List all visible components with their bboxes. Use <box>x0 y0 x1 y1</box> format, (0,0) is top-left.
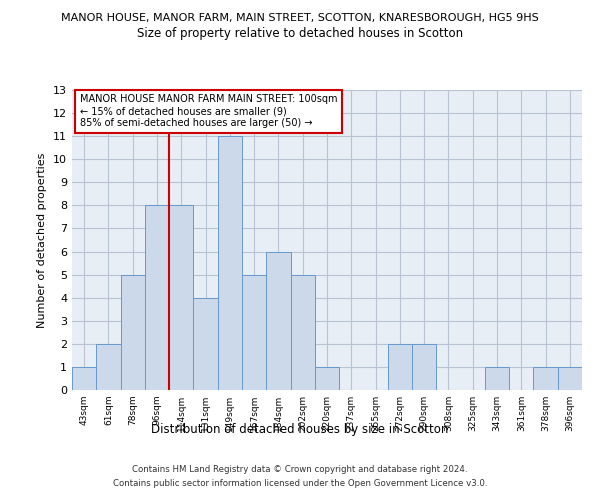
Bar <box>145 206 169 390</box>
Text: MANOR HOUSE, MANOR FARM, MAIN STREET, SCOTTON, KNARESBOROUGH, HG5 9HS: MANOR HOUSE, MANOR FARM, MAIN STREET, SC… <box>61 12 539 22</box>
Bar <box>266 252 290 390</box>
Bar <box>242 274 266 390</box>
Bar <box>72 367 96 390</box>
Bar <box>121 274 145 390</box>
Text: Contains HM Land Registry data © Crown copyright and database right 2024.: Contains HM Land Registry data © Crown c… <box>132 466 468 474</box>
Bar <box>193 298 218 390</box>
Text: Contains public sector information licensed under the Open Government Licence v3: Contains public sector information licen… <box>113 480 487 488</box>
Text: MANOR HOUSE MANOR FARM MAIN STREET: 100sqm
← 15% of detached houses are smaller : MANOR HOUSE MANOR FARM MAIN STREET: 100s… <box>80 94 337 128</box>
Bar <box>485 367 509 390</box>
Bar <box>533 367 558 390</box>
Bar <box>388 344 412 390</box>
Bar <box>96 344 121 390</box>
Y-axis label: Number of detached properties: Number of detached properties <box>37 152 47 328</box>
Bar <box>315 367 339 390</box>
Bar <box>290 274 315 390</box>
Bar <box>218 136 242 390</box>
Text: Size of property relative to detached houses in Scotton: Size of property relative to detached ho… <box>137 28 463 40</box>
Bar <box>558 367 582 390</box>
Bar <box>412 344 436 390</box>
Bar <box>169 206 193 390</box>
Text: Distribution of detached houses by size in Scotton: Distribution of detached houses by size … <box>151 422 449 436</box>
